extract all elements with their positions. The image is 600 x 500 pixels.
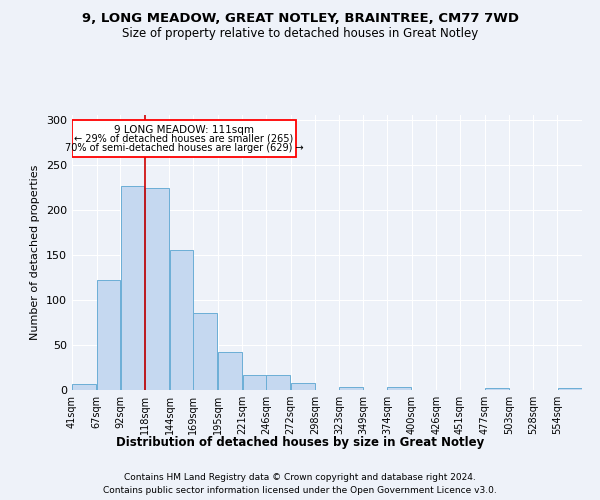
Text: 9 LONG MEADOW: 111sqm: 9 LONG MEADOW: 111sqm <box>114 125 254 135</box>
Bar <box>97 280 120 390</box>
Text: Distribution of detached houses by size in Great Notley: Distribution of detached houses by size … <box>116 436 484 449</box>
Bar <box>121 186 145 390</box>
Bar <box>73 384 96 390</box>
Bar <box>193 314 217 390</box>
Bar <box>266 374 290 390</box>
Bar <box>485 388 509 390</box>
FancyBboxPatch shape <box>72 120 296 158</box>
Y-axis label: Number of detached properties: Number of detached properties <box>31 165 40 340</box>
Bar <box>339 388 363 390</box>
Bar <box>558 388 581 390</box>
Text: 9, LONG MEADOW, GREAT NOTLEY, BRAINTREE, CM77 7WD: 9, LONG MEADOW, GREAT NOTLEY, BRAINTREE,… <box>82 12 518 26</box>
Text: 70% of semi-detached houses are larger (629) →: 70% of semi-detached houses are larger (… <box>65 143 304 153</box>
Bar <box>242 374 266 390</box>
Text: Contains HM Land Registry data © Crown copyright and database right 2024.: Contains HM Land Registry data © Crown c… <box>124 472 476 482</box>
Text: ← 29% of detached houses are smaller (265): ← 29% of detached houses are smaller (26… <box>74 134 294 144</box>
Bar <box>291 383 315 390</box>
Bar <box>388 388 412 390</box>
Bar <box>170 250 193 390</box>
Text: Contains public sector information licensed under the Open Government Licence v3: Contains public sector information licen… <box>103 486 497 495</box>
Bar <box>145 188 169 390</box>
Text: Size of property relative to detached houses in Great Notley: Size of property relative to detached ho… <box>122 28 478 40</box>
Bar <box>218 352 242 390</box>
